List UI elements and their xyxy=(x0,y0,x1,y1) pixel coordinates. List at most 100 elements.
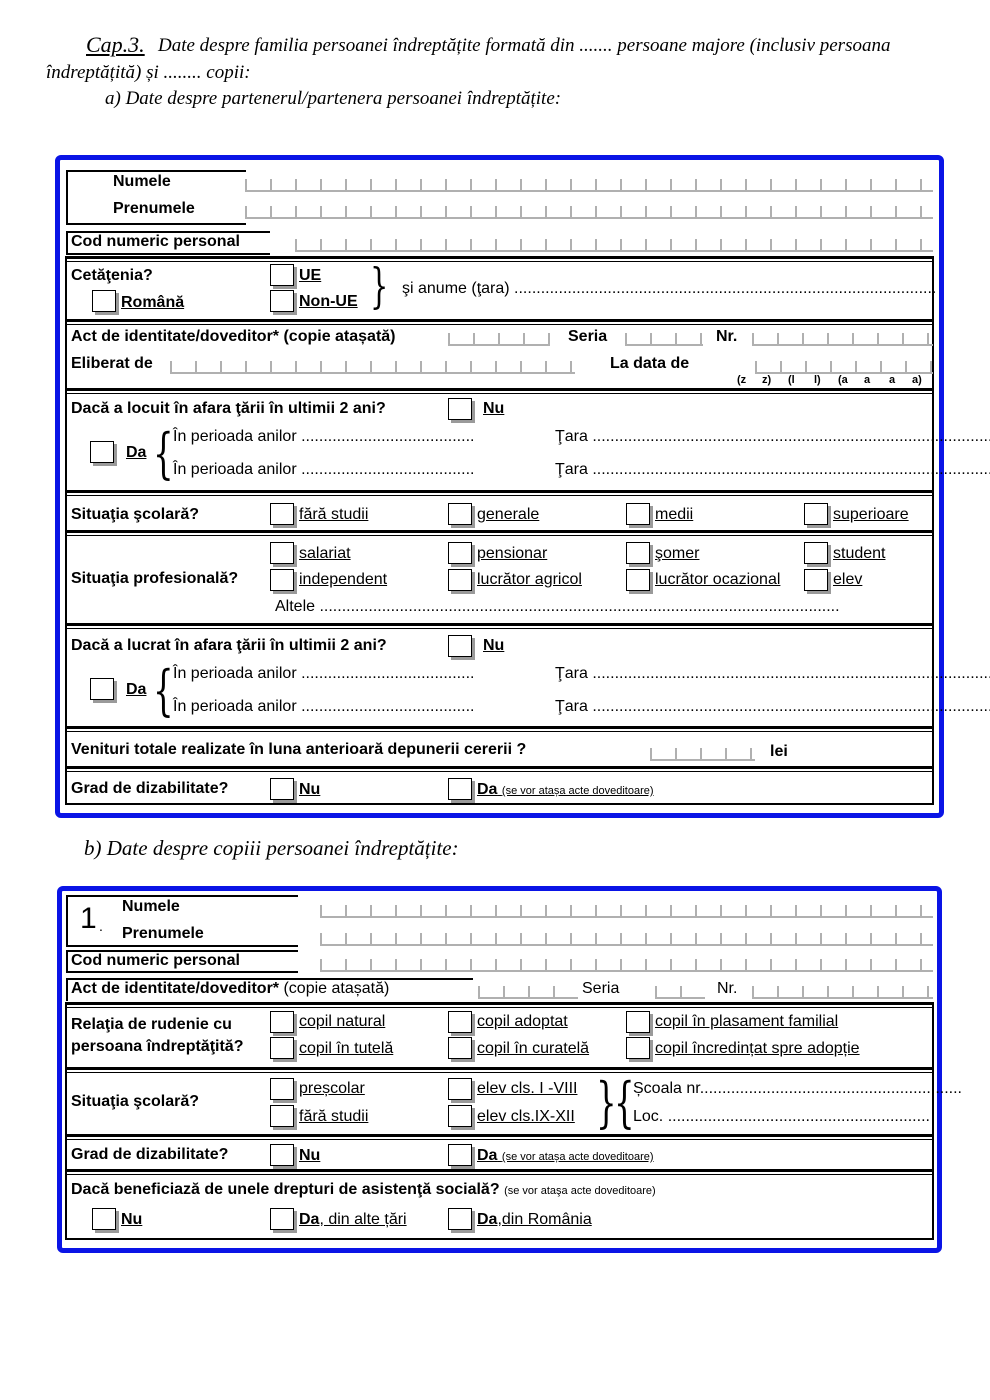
checkbox-copil-tutela[interactable] xyxy=(270,1037,294,1059)
label-lucrat: Dacă a lucrat în afara ţării în ultimii … xyxy=(71,637,387,654)
checkbox-grad-da[interactable] xyxy=(448,778,472,800)
label-alte-tari: , din alte țări xyxy=(319,1211,407,1228)
option-label: salariat xyxy=(299,545,351,562)
checkbox-fara-studii[interactable] xyxy=(270,503,294,525)
label-relatia: Relaţia de rudenie cu xyxy=(71,1016,232,1033)
altele-field[interactable]: Altele .................................… xyxy=(275,598,840,615)
date-field[interactable] xyxy=(755,361,933,374)
localitate-field[interactable]: Loc. ...................................… xyxy=(633,1108,930,1125)
period-field[interactable]: În perioada anilor .....................… xyxy=(173,665,475,682)
chapter-title-line2: îndreptățită) și ........ copii: xyxy=(46,62,251,83)
option-label: preșcolar xyxy=(299,1080,365,1097)
checkbox-student[interactable] xyxy=(804,542,828,564)
divider xyxy=(65,726,934,732)
checkbox-medii[interactable] xyxy=(626,503,650,525)
seria-field[interactable] xyxy=(625,333,703,346)
child-act-type-field[interactable] xyxy=(478,986,578,999)
country-field[interactable]: Ţara ...................................… xyxy=(555,698,990,715)
child-section-frame xyxy=(57,886,942,1253)
checkbox-independent[interactable] xyxy=(270,569,294,591)
checkbox-non-ue[interactable] xyxy=(270,290,294,312)
checkbox-grad-da[interactable] xyxy=(448,1144,472,1166)
checkbox-lucrat-nu[interactable] xyxy=(448,635,472,657)
divider xyxy=(65,1134,934,1140)
date-hint: a xyxy=(864,374,871,386)
cnp-field[interactable] xyxy=(295,239,933,252)
option-label: superioare xyxy=(833,506,909,523)
label-relatia-2: persoana îndreptăţită? xyxy=(71,1038,244,1055)
label-prenumele: Prenumele xyxy=(113,200,195,217)
note: (se vor atașa acte doveditoare) xyxy=(501,785,654,797)
numele-field[interactable] xyxy=(245,179,933,192)
checkbox-romana[interactable] xyxy=(92,290,116,312)
checkbox-superioare[interactable] xyxy=(804,503,828,525)
venituri-field[interactable] xyxy=(650,748,755,761)
eliberat-field[interactable] xyxy=(170,361,575,374)
child-numele-field[interactable] xyxy=(320,905,933,918)
country-field[interactable]: Ţara ...................................… xyxy=(555,428,990,445)
option-label: pensionar xyxy=(477,545,548,562)
divider xyxy=(65,1169,934,1175)
label-seria: Seria xyxy=(568,328,608,345)
checkbox-grad-nu[interactable] xyxy=(270,778,294,800)
date-hint: (l xyxy=(788,374,795,386)
checkbox-da-romania[interactable] xyxy=(448,1208,472,1230)
child-inner-frame xyxy=(65,1003,934,1240)
checkbox-da-alte-tari[interactable] xyxy=(270,1208,294,1230)
nr-field[interactable] xyxy=(752,333,933,346)
child-seria-field[interactable] xyxy=(655,986,705,999)
checkbox-prescolar[interactable] xyxy=(270,1078,294,1100)
checkbox-elev-i-viii[interactable] xyxy=(448,1078,472,1100)
label-act: Act de identitate/doveditor* (copie ataș… xyxy=(71,328,396,345)
option-label: elev cls. I -VIII xyxy=(477,1080,578,1097)
label-da: Da xyxy=(126,681,147,698)
brace-icon: } xyxy=(370,258,389,314)
checkbox-beneficiaza-nu[interactable] xyxy=(92,1208,116,1230)
checkbox-generale[interactable] xyxy=(448,503,472,525)
option-label: student xyxy=(833,545,886,562)
country-field[interactable]: şi anume (ţara) ........................… xyxy=(402,280,937,297)
scoala-field[interactable]: Școala nr...............................… xyxy=(633,1080,962,1097)
option-label: independent xyxy=(299,571,388,588)
period-field[interactable]: În perioada anilor .....................… xyxy=(173,461,475,478)
checkbox-copil-plasament[interactable] xyxy=(626,1011,650,1033)
checkbox-copil-adoptie[interactable] xyxy=(626,1037,650,1059)
country-field[interactable]: Ţara ...................................… xyxy=(555,665,990,682)
label-da: Da xyxy=(477,1211,498,1228)
checkbox-copil-curatela[interactable] xyxy=(448,1037,472,1059)
child-cnp-field[interactable] xyxy=(320,959,933,972)
child-nr-field[interactable] xyxy=(752,986,933,999)
option-label: copil natural xyxy=(299,1013,386,1030)
label-numele: Numele xyxy=(113,173,171,190)
checkbox-copil-natural[interactable] xyxy=(270,1011,294,1033)
period-field[interactable]: În perioada anilor .....................… xyxy=(173,698,475,715)
checkbox-ue[interactable] xyxy=(270,264,294,286)
checkbox-fara-studii[interactable] xyxy=(270,1105,294,1127)
country-field[interactable]: Ţara ...................................… xyxy=(555,461,990,478)
checkbox-lucrat-da[interactable] xyxy=(90,678,114,700)
checkbox-lucrator-ocazional[interactable] xyxy=(626,569,650,591)
act-type-field[interactable] xyxy=(448,333,550,346)
checkbox-locuit-nu[interactable] xyxy=(448,398,472,420)
checkbox-copil-adoptat[interactable] xyxy=(448,1011,472,1033)
checkbox-somer[interactable] xyxy=(626,542,650,564)
checkbox-salariat[interactable] xyxy=(270,542,294,564)
period-field[interactable]: În perioada anilor .....................… xyxy=(173,428,475,445)
chapter-number: Cap.3. xyxy=(86,32,145,57)
label-romana: Română xyxy=(121,294,185,311)
label-cnp: Cod numeric personal xyxy=(71,952,240,969)
child-prenumele-field[interactable] xyxy=(320,933,933,946)
checkbox-elev[interactable] xyxy=(804,569,828,591)
checkbox-pensionar[interactable] xyxy=(448,542,472,564)
brace-icon: } xyxy=(596,1071,617,1134)
checkbox-grad-nu[interactable] xyxy=(270,1144,294,1166)
checkbox-lucrator-agricol[interactable] xyxy=(448,569,472,591)
checkbox-elev-ix-xii[interactable] xyxy=(448,1105,472,1127)
child-act-label-box xyxy=(66,978,473,1001)
prenumele-field[interactable] xyxy=(245,206,933,219)
child-name-label-box xyxy=(66,895,298,947)
brace-icon: { xyxy=(153,659,174,722)
date-hint: a) xyxy=(912,374,922,386)
option-label: generale xyxy=(477,506,540,523)
checkbox-locuit-da[interactable] xyxy=(90,441,114,463)
